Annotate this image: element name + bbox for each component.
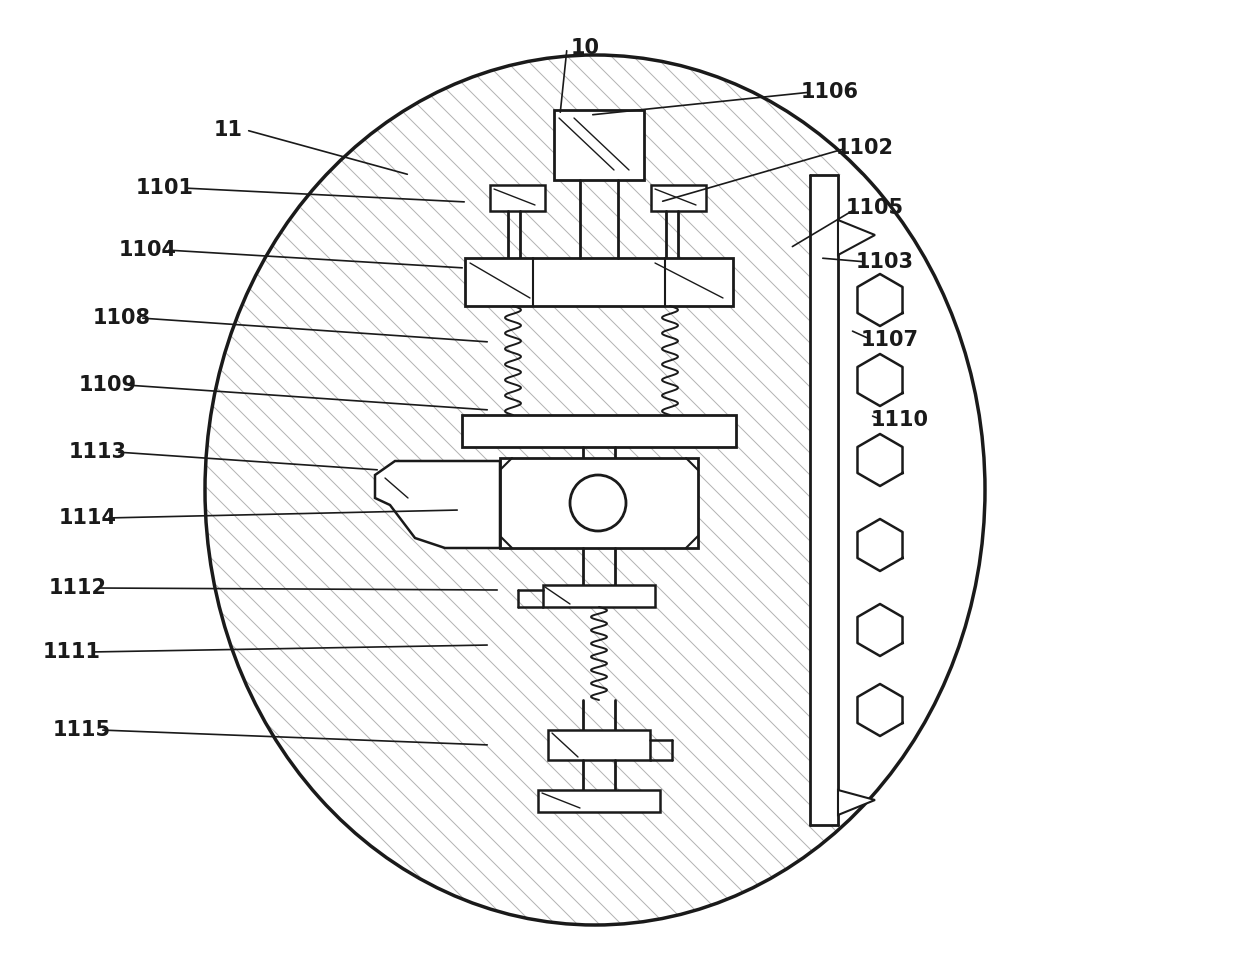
Polygon shape — [838, 220, 875, 255]
Text: 1111: 1111 — [43, 642, 100, 662]
Text: 1115: 1115 — [53, 720, 112, 740]
Ellipse shape — [205, 55, 985, 925]
Text: 10: 10 — [570, 38, 599, 58]
Bar — [538, 790, 660, 812]
Polygon shape — [374, 461, 500, 548]
Polygon shape — [838, 790, 875, 815]
Text: 1102: 1102 — [836, 138, 894, 158]
Bar — [810, 175, 1035, 825]
Bar — [490, 185, 546, 211]
Text: 1106: 1106 — [801, 82, 859, 102]
Bar — [465, 258, 733, 306]
Bar — [651, 185, 706, 211]
Bar — [548, 730, 650, 760]
Text: 1103: 1103 — [856, 252, 914, 272]
Text: 1101: 1101 — [136, 178, 193, 198]
Bar — [463, 415, 737, 447]
Bar — [500, 458, 698, 548]
Bar — [543, 585, 655, 607]
Text: 1113: 1113 — [69, 442, 126, 462]
Text: 1105: 1105 — [846, 198, 904, 218]
Text: 1107: 1107 — [861, 330, 919, 350]
Text: 1109: 1109 — [79, 375, 138, 395]
Text: 1110: 1110 — [870, 410, 929, 430]
Bar — [554, 110, 644, 180]
Text: 11: 11 — [213, 120, 243, 140]
Text: 1114: 1114 — [60, 508, 117, 528]
Text: 1112: 1112 — [50, 578, 107, 598]
Circle shape — [570, 475, 626, 531]
Text: 1108: 1108 — [93, 308, 151, 328]
Text: 1104: 1104 — [119, 240, 177, 260]
